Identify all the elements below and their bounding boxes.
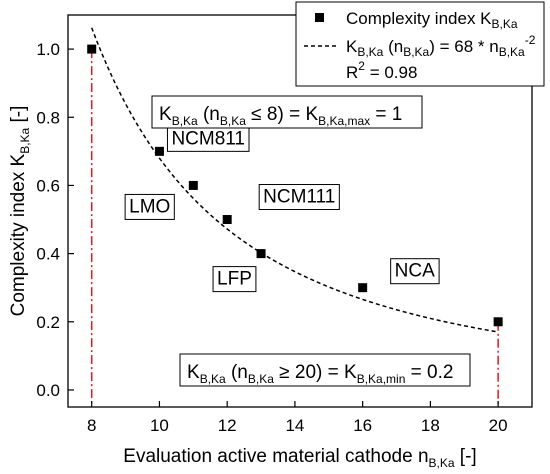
point-label-text: NCA [395, 261, 435, 282]
point-label-lmo: LMO [124, 193, 175, 220]
annotation-min-text: KB,Ka (nB,Ka ≥ 20) = KB,Ka,min = 0.2 [187, 362, 453, 386]
point-label-box [124, 193, 175, 220]
legend: Complexity index KB,Ka KB,Ka (nB,Ka) = 6… [295, 1, 545, 87]
data-point [493, 317, 503, 327]
annotation-min: KB,Ka (nB,Ka ≥ 20) = KB,Ka,min = 0.2 [179, 353, 471, 387]
x-axis-title: Evaluation active material cathode nB,Ka… [123, 446, 476, 470]
point-label-ncm111: NCM111 [258, 184, 340, 211]
y-tick-label: 0.6 [36, 176, 60, 195]
data-point [188, 180, 198, 190]
point-label-box [166, 125, 250, 152]
y-axis-ticks: 0.0 0.2 0.4 0.6 0.8 1.0 [36, 40, 74, 400]
reference-lines [90, 49, 499, 407]
data-point [222, 215, 232, 225]
x-axis-ticks: 8 10 12 14 16 18 20 [87, 401, 508, 435]
y-tick-label: 1.0 [36, 40, 60, 59]
point-label-lfp: LFP [212, 266, 257, 293]
data-point [154, 146, 164, 156]
annotation-min-box [179, 353, 471, 387]
point-label-box [390, 258, 440, 285]
x-tick-label: 16 [353, 416, 372, 435]
point-label-text: LFP [217, 269, 252, 290]
point-label-box [212, 266, 257, 293]
x-tick-label: 14 [285, 416, 304, 435]
x-tick-label: 8 [87, 416, 96, 435]
y-tick-label: 0.2 [36, 313, 60, 332]
annotation-max-box [151, 95, 423, 129]
data-points [87, 44, 503, 327]
point-label-nca: NCA [390, 258, 440, 285]
point-label-box [258, 184, 340, 211]
y-tick-label: 0.4 [36, 245, 60, 264]
x-tick-label: 12 [218, 416, 237, 435]
data-point [358, 283, 368, 293]
fit-curve [91, 27, 499, 333]
y-tick-label: 0.8 [36, 108, 60, 127]
fit-curve-layer [91, 27, 499, 333]
y-axis-title: Complexity index KB,Ka [-] [8, 106, 32, 317]
legend-box [295, 1, 545, 87]
annotation-max-text: KB,Ka (nB,Ka ≤ 8) = KB,Ka,max = 1 [159, 104, 402, 128]
annotation-max: KB,Ka (nB,Ka ≤ 8) = KB,Ka,max = 1 [151, 95, 423, 129]
legend-fit-label: KB,Ka (nB,Ka) = 68 * nB,Ka-2 [346, 33, 536, 59]
legend-series-label: Complexity index KB,Ka [346, 9, 518, 31]
point-labels: NCM811 LMO NCM111 LFP NCA [124, 125, 440, 293]
point-label-ncm811: NCM811 [166, 125, 250, 152]
y-tick-label: 0.0 [36, 381, 60, 400]
x-tick-label: 10 [150, 416, 169, 435]
legend-r2-label: R2 = 0.98 [346, 59, 417, 82]
point-label-text: LMO [129, 196, 170, 217]
x-tick-label: 20 [489, 416, 508, 435]
data-point [256, 249, 266, 259]
data-point [87, 44, 97, 54]
legend-marker-square [315, 13, 324, 22]
x-tick-label: 18 [421, 416, 440, 435]
point-label-text: NCM111 [263, 187, 335, 208]
point-label-text: NCM811 [171, 128, 245, 149]
